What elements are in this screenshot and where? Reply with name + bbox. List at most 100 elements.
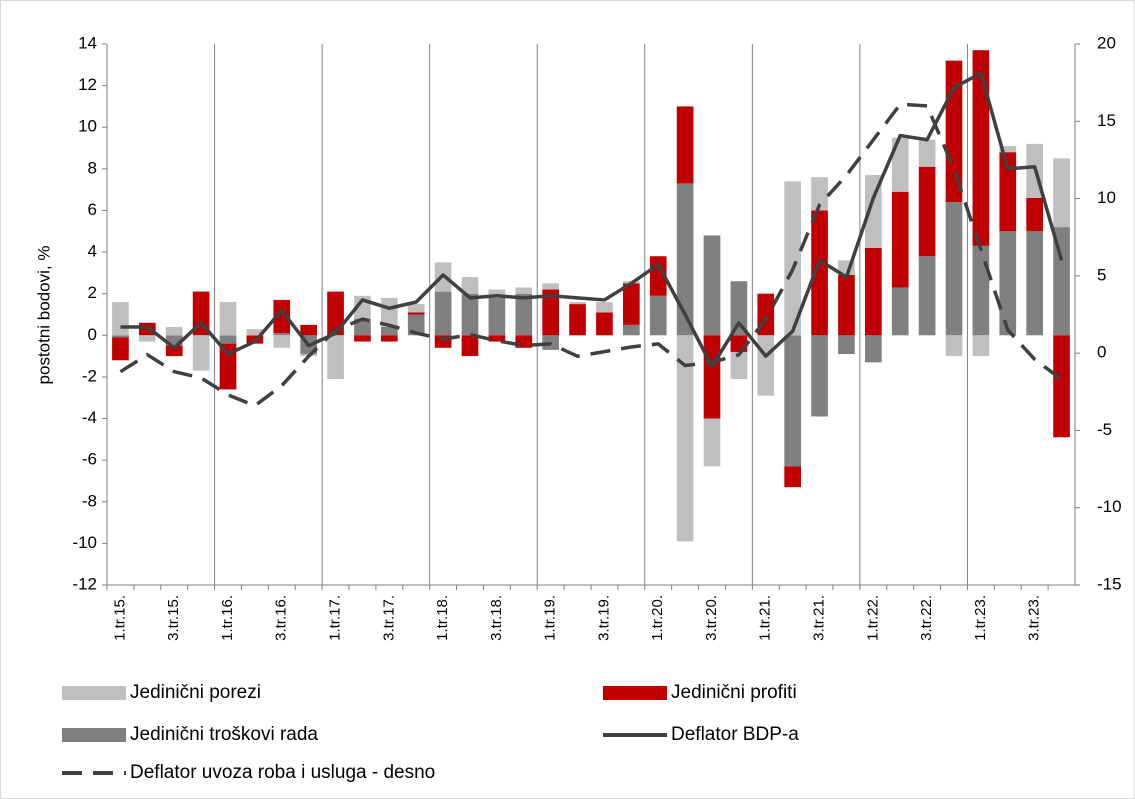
bar xyxy=(703,235,721,336)
x-tick-label: 1.tr.20. xyxy=(649,595,666,641)
bar xyxy=(918,166,936,257)
bar xyxy=(515,293,533,336)
bar xyxy=(327,335,344,380)
legend-label: Jedinični troškovi rada xyxy=(130,724,318,745)
bar xyxy=(891,191,909,288)
y2-tick-label: 5 xyxy=(1097,265,1106,284)
bar xyxy=(703,418,721,467)
bar xyxy=(488,335,506,342)
bar xyxy=(515,287,533,294)
bar xyxy=(569,304,586,336)
y2-tick-label: 0 xyxy=(1097,343,1106,362)
bar xyxy=(542,289,560,336)
bar xyxy=(461,335,479,357)
x-tick-label: 3.tr.20. xyxy=(703,595,720,641)
bar xyxy=(838,274,855,336)
y-tick-label: 14 xyxy=(78,33,97,52)
bar xyxy=(730,351,748,380)
bar xyxy=(784,181,802,336)
x-tick-label: 1.tr.19. xyxy=(542,595,559,641)
bar xyxy=(1053,158,1070,228)
y-tick-label: -6 xyxy=(82,450,97,469)
x-tick-label: 1.tr.16. xyxy=(219,595,236,641)
bar xyxy=(488,289,506,298)
bar xyxy=(811,335,828,417)
bar xyxy=(999,152,1017,232)
y-tick-label: 10 xyxy=(78,117,97,136)
legend-swatch xyxy=(62,686,126,700)
bar xyxy=(219,335,237,344)
y-tick-label: 0 xyxy=(88,325,97,344)
bar xyxy=(165,335,183,346)
bar xyxy=(112,302,129,336)
bar xyxy=(972,335,990,357)
bar xyxy=(380,326,398,336)
bar xyxy=(461,277,479,294)
bar xyxy=(300,324,318,336)
x-tick-label: 1.tr.15. xyxy=(111,595,128,641)
bar xyxy=(730,281,748,336)
bar xyxy=(703,335,721,419)
x-tick-label: 1.tr.17. xyxy=(327,595,344,641)
bar xyxy=(407,312,425,315)
bar xyxy=(380,335,398,342)
y-tick-label: 6 xyxy=(88,200,97,219)
bar xyxy=(569,302,586,305)
bar xyxy=(784,335,802,467)
legend-swatch xyxy=(603,686,667,700)
bar xyxy=(676,183,694,336)
bar xyxy=(273,333,291,336)
line-series xyxy=(120,71,1064,369)
bar xyxy=(165,345,183,357)
y-tick-label: -10 xyxy=(72,533,97,552)
y2-tick-label: 15 xyxy=(1097,111,1116,130)
x-tick-label: 3.tr.17. xyxy=(380,595,397,641)
bar xyxy=(273,335,291,348)
x-tick-label: 1.tr.23. xyxy=(972,595,989,641)
legend-label: Jedinični porezi xyxy=(130,682,261,703)
x-tick-label: 1.tr.22. xyxy=(864,595,881,641)
bar xyxy=(676,106,694,184)
bar xyxy=(864,175,882,248)
line-series xyxy=(119,102,1063,408)
y-tick-label: 2 xyxy=(88,283,97,302)
x-tick-label: 3.tr.15. xyxy=(165,595,182,641)
bar xyxy=(327,291,344,336)
legend-swatch xyxy=(62,728,126,742)
y2-tick-label: 10 xyxy=(1097,188,1116,207)
bar xyxy=(945,60,963,203)
bar xyxy=(219,343,237,390)
bar xyxy=(461,293,479,336)
x-tick-label: 3.tr.16. xyxy=(273,595,290,641)
bar xyxy=(542,283,560,290)
bar xyxy=(838,335,855,355)
bar xyxy=(918,256,936,336)
bar xyxy=(622,324,640,336)
bar xyxy=(918,139,936,167)
bar xyxy=(864,247,882,336)
bar xyxy=(864,335,882,363)
y2-tick-label: -15 xyxy=(1097,574,1122,593)
bar xyxy=(676,335,694,542)
bar xyxy=(354,335,371,342)
y-axis-label: postotni bodovi, % xyxy=(34,246,53,385)
bar xyxy=(273,299,291,334)
y-tick-label: 4 xyxy=(88,242,97,261)
bar xyxy=(1053,335,1070,438)
bar xyxy=(434,291,452,336)
bar xyxy=(945,202,963,336)
bar xyxy=(192,335,210,371)
bar xyxy=(165,326,183,336)
bar xyxy=(757,335,775,396)
y2-tick-label: -10 xyxy=(1097,497,1122,516)
bar xyxy=(488,297,506,336)
bar xyxy=(891,287,909,336)
bar xyxy=(1026,231,1044,336)
bar xyxy=(1026,197,1044,232)
y-tick-label: -4 xyxy=(82,408,97,427)
bar xyxy=(945,335,963,357)
bar xyxy=(1053,227,1070,336)
bar xyxy=(972,245,990,336)
bar xyxy=(219,302,237,336)
